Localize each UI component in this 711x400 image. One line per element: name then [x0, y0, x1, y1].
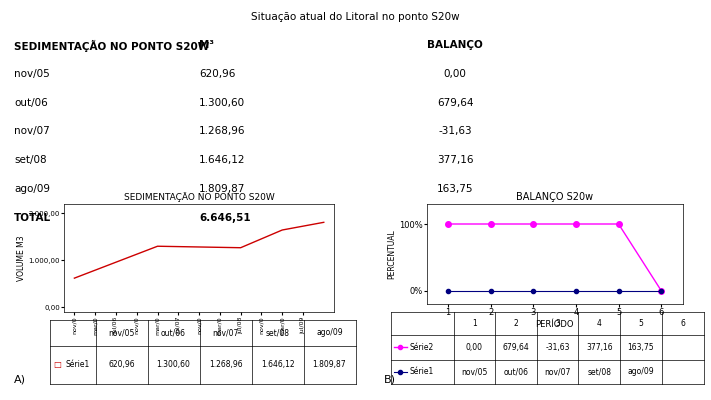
Text: set/08: set/08: [587, 367, 611, 376]
Text: 1.268,96: 1.268,96: [199, 126, 245, 136]
Text: nov/07: nov/07: [545, 367, 571, 376]
Text: 377,16: 377,16: [437, 155, 474, 165]
Text: 1.646,12: 1.646,12: [199, 155, 245, 165]
Text: 1.809,87: 1.809,87: [199, 184, 245, 194]
Text: 1.268,96: 1.268,96: [209, 360, 242, 369]
Text: 3: 3: [555, 319, 560, 328]
Text: 6.646,51: 6.646,51: [199, 213, 251, 223]
Text: -31,63: -31,63: [545, 343, 570, 352]
Text: 2: 2: [513, 319, 518, 328]
Text: 6: 6: [680, 319, 685, 328]
Text: out/06: out/06: [503, 367, 528, 376]
Text: 1: 1: [472, 319, 477, 328]
Title: BALANÇO S20w: BALANÇO S20w: [516, 192, 593, 202]
Text: -31,63: -31,63: [438, 126, 472, 136]
Text: 4: 4: [597, 319, 602, 328]
Text: TOTAL: TOTAL: [14, 213, 51, 223]
Text: 163,75: 163,75: [628, 343, 654, 352]
Text: SEDIMENTAÇÃO NO PONTO S20W: SEDIMENTAÇÃO NO PONTO S20W: [14, 40, 210, 52]
Text: nov/07: nov/07: [213, 328, 239, 337]
Text: 620,96: 620,96: [108, 360, 135, 369]
Text: nov/05: nov/05: [461, 367, 488, 376]
X-axis label: PERÍODO: PERÍODO: [535, 320, 574, 329]
Title: SEDIMENTAÇÃO NO PONTO S20W: SEDIMENTAÇÃO NO PONTO S20W: [124, 192, 274, 202]
Text: out/06: out/06: [14, 98, 48, 108]
Text: 377,16: 377,16: [586, 343, 613, 352]
Text: A): A): [14, 374, 26, 384]
Text: 679,64: 679,64: [503, 343, 530, 352]
Text: set/08: set/08: [14, 155, 47, 165]
Text: □: □: [53, 360, 60, 369]
Text: Série1: Série1: [410, 367, 434, 376]
Text: nov/07: nov/07: [14, 126, 50, 136]
Text: M³: M³: [199, 40, 214, 50]
Y-axis label: VOLUME M3: VOLUME M3: [16, 235, 26, 281]
Text: BALANÇO: BALANÇO: [427, 40, 482, 50]
Text: Série1: Série1: [65, 360, 90, 369]
Y-axis label: PERCENTUAL: PERCENTUAL: [387, 229, 396, 279]
Text: 1.300,60: 1.300,60: [156, 360, 191, 369]
Text: 0,00: 0,00: [444, 69, 466, 79]
Text: ago/09: ago/09: [628, 367, 654, 376]
Text: Situação atual do Litoral no ponto S20w: Situação atual do Litoral no ponto S20w: [251, 12, 460, 22]
Text: set/08: set/08: [265, 328, 289, 337]
Text: Série2: Série2: [410, 343, 434, 352]
Text: B): B): [384, 374, 396, 384]
Text: nov/05: nov/05: [109, 328, 135, 337]
Text: nov/05: nov/05: [14, 69, 50, 79]
Text: 1.809,87: 1.809,87: [313, 360, 346, 369]
Text: 1.646,12: 1.646,12: [261, 360, 294, 369]
Text: 5: 5: [638, 319, 643, 328]
Text: 1.300,60: 1.300,60: [199, 98, 245, 108]
Text: ago/09: ago/09: [316, 328, 343, 337]
Text: 163,75: 163,75: [437, 184, 474, 194]
Text: 620,96: 620,96: [199, 69, 235, 79]
Text: out/06: out/06: [161, 328, 186, 337]
Text: 679,64: 679,64: [437, 98, 474, 108]
Text: ago/09: ago/09: [14, 184, 50, 194]
Text: 0,00: 0,00: [466, 343, 483, 352]
